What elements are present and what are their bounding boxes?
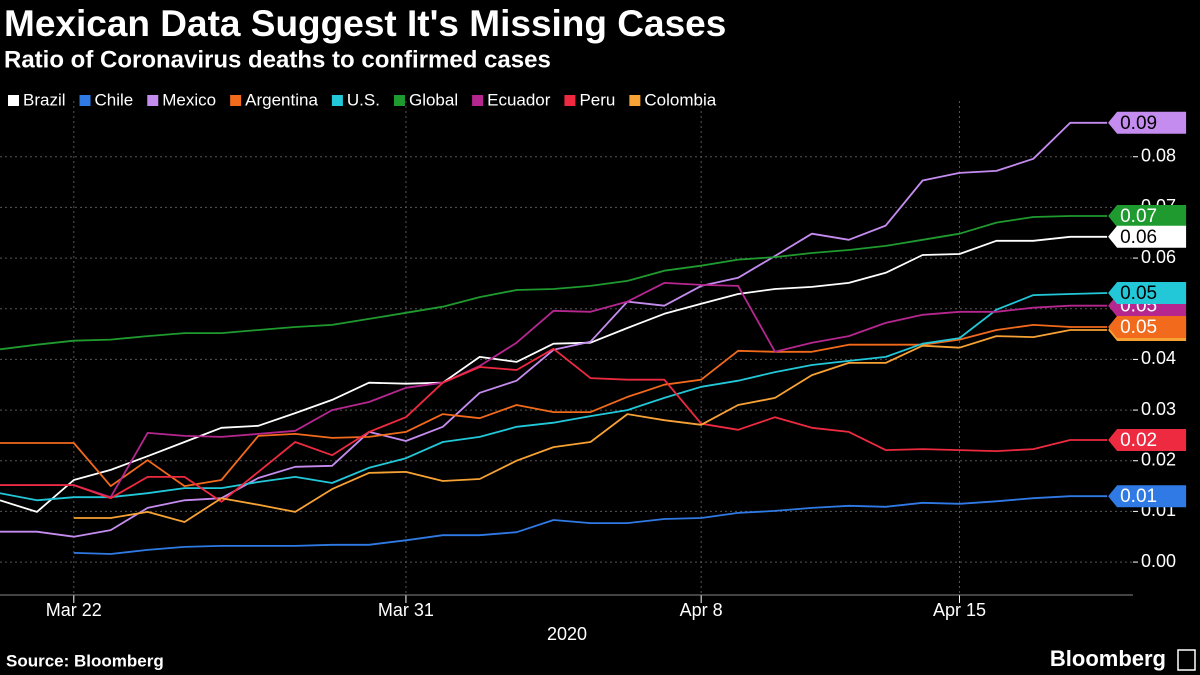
series-line — [0, 215, 1108, 351]
x-axis-label: 2020 — [547, 624, 587, 644]
legend-label: Ecuador — [487, 90, 551, 109]
legend-swatch — [230, 95, 242, 106]
end-label: 0.05 — [1120, 317, 1157, 338]
brand-icon — [1177, 649, 1196, 671]
end-label-box — [1108, 428, 1187, 451]
series-line — [0, 282, 1108, 499]
legend-swatch — [147, 95, 159, 106]
y-tick-label: 0.00 — [1141, 551, 1176, 571]
legend-swatch — [629, 95, 641, 106]
series-line — [73, 329, 1108, 523]
y-tick-label: 0.03 — [1141, 399, 1176, 419]
legend-label: Brazil — [23, 90, 66, 109]
y-tick-label: 0.06 — [1141, 247, 1176, 267]
legend-label: Mexico — [162, 90, 216, 109]
legend-swatch — [472, 95, 484, 106]
legend-swatch — [393, 95, 405, 106]
series-line — [73, 495, 1108, 555]
series-line — [0, 324, 1108, 487]
y-tick-label: 0.02 — [1141, 449, 1176, 469]
end-label-box — [1108, 111, 1187, 134]
legend-label: Peru — [579, 90, 615, 109]
legend-label: Global — [409, 90, 458, 109]
end-label-box — [1108, 485, 1187, 508]
x-tick-label: Apr 8 — [680, 600, 723, 620]
end-label: 0.01 — [1120, 486, 1157, 507]
series-line — [0, 235, 1108, 513]
end-label: 0.06 — [1120, 227, 1157, 248]
legend-label: U.S. — [347, 90, 380, 109]
legend-label: Chile — [95, 90, 134, 109]
series-line — [0, 347, 1108, 503]
brand: Bloomberg — [1050, 646, 1166, 671]
x-tick-label: Mar 22 — [46, 600, 102, 620]
source: Source: Bloomberg — [6, 651, 164, 670]
y-tick-label: 0.04 — [1141, 348, 1176, 368]
end-label: 0.09 — [1120, 113, 1157, 134]
chart-subtitle: Ratio of Coronavirus deaths to confirmed… — [4, 46, 551, 73]
legend-label: Argentina — [245, 90, 318, 109]
x-tick-label: Apr 15 — [933, 600, 986, 620]
end-label: 0.02 — [1120, 430, 1157, 451]
legend-label: Colombia — [644, 90, 716, 109]
legend-swatch — [564, 95, 576, 106]
legend-swatch — [79, 95, 91, 106]
end-label: 0.07 — [1120, 206, 1157, 227]
series-line — [0, 292, 1108, 502]
end-label: 0.05 — [1120, 283, 1157, 304]
end-label-box — [1108, 205, 1187, 228]
chart-title: Mexican Data Suggest It's Missing Cases — [4, 3, 726, 44]
end-label-box — [1108, 315, 1187, 338]
legend-swatch — [331, 95, 343, 106]
end-label-box — [1108, 225, 1187, 248]
x-tick-label: Mar 31 — [378, 600, 434, 620]
end-label-box — [1108, 282, 1187, 305]
legend-swatch — [8, 95, 19, 106]
y-tick-label: 0.08 — [1141, 145, 1176, 165]
